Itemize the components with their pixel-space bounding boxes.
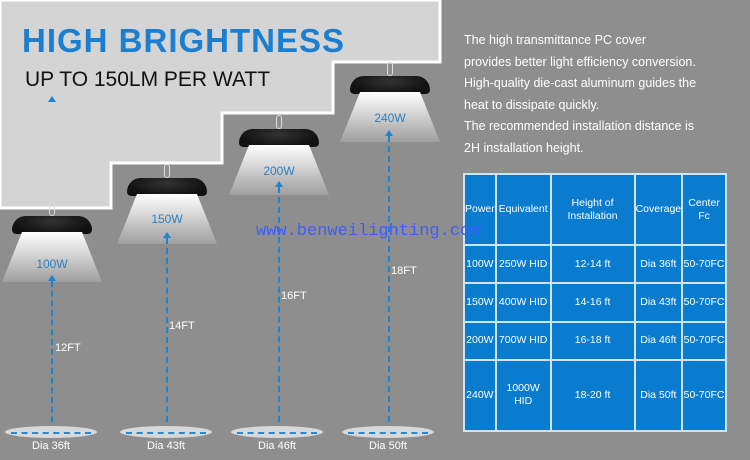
coverage-ellipse [231,426,323,438]
coverage-ellipse [120,426,212,438]
table-cell: 50-70FC [681,320,727,361]
table-cell: 200W [463,320,497,361]
table-cell: Dia 46ft [633,320,684,361]
description-line: provides better light efficiency convers… [464,54,696,69]
height-arrow [163,232,171,432]
table-row: 150W 400W HID 14-16 ft Dia 43ft 50-70FC [463,282,727,323]
hook-icon [276,115,282,129]
table-row: 200W 700W HID 16-18 ft Dia 46ft 50-70FC [463,320,727,361]
height-arrow [385,130,393,432]
hook-icon [49,202,55,216]
description: The high transmittance PC cover provides… [464,30,749,159]
coverage-ellipse [342,426,434,438]
table-cell: 240W [463,358,497,433]
spec-table: Power Equivalent Height of Installation … [463,172,727,433]
table-row: 100W 250W HID 12-14 ft Dia 36ft 50-70FC [463,244,727,285]
table-cell: 50-70FC [681,282,727,323]
height-label: 18FT [391,265,417,277]
height-label: 14FT [169,320,195,332]
table-cell: 18-20 ft [549,358,636,433]
column-header: Center Fc [681,172,727,247]
table-cell: 14-16 ft [549,282,636,323]
table-cell: 700W HID [494,320,552,361]
height-label: 12FT [55,342,81,354]
table-row: 240W 1000W HID 18-20 ft Dia 50ft 50-70FC [463,358,727,433]
table-cell: 100W [463,244,497,285]
height-arrow [275,181,283,432]
lamp-icon [350,76,430,94]
description-line: The recommended installation distance is [464,119,694,133]
height-arrow [48,275,56,432]
watermark: www.benweilighting.com [256,222,481,241]
lamp-icon [127,178,207,196]
table-cell: 150W [463,282,497,323]
column-header: Height of Installation [549,172,636,247]
table-cell: 250W HID [494,244,552,285]
lamp-icon [239,129,319,147]
diameter-label: Dia 43ft [147,440,185,452]
height-label: 16FT [281,290,307,302]
column-header: Coverage [633,172,684,247]
lamp-watt: 150W [151,212,183,226]
hook-icon [164,164,170,178]
table-cell: 50-70FC [681,244,727,285]
coverage-ellipse [5,426,97,438]
description-line: 2H installation height. [464,140,584,155]
lamp-watt: 240W [374,111,406,125]
diameter-label: Dia 36ft [32,440,70,452]
table-cell: Dia 36ft [633,244,684,285]
subheadline: UP TO 150LM PER WATT [25,68,271,91]
headline: HIGH BRIGHTNESS [22,22,346,59]
table-cell: 1000W HID [494,358,552,433]
table-cell: 12-14 ft [549,244,636,285]
diameter-label: Dia 50ft [369,440,407,452]
lamp-icon [12,216,92,234]
column-header: Power [463,172,497,247]
hook-icon [387,62,393,76]
table-cell: 50-70FC [681,358,727,433]
table-cell: 16-18 ft [549,320,636,361]
diameter-label: Dia 46ft [258,440,296,452]
table-cell: Dia 50ft [633,358,684,433]
description-line: The high transmittance PC cover [464,33,647,47]
table-cell: 400W HID [494,282,552,323]
column-header: Equivalent [494,172,552,247]
lamp-watt: 100W [36,257,68,271]
description-line: High-quality die-cast aluminum guides th… [464,76,697,90]
lamp-watt: 200W [263,164,295,178]
table-cell: Dia 43ft [633,282,684,323]
description-line: heat to dissipate quickly. [464,97,600,112]
table-header-row: Power Equivalent Height of Installation … [463,172,727,247]
